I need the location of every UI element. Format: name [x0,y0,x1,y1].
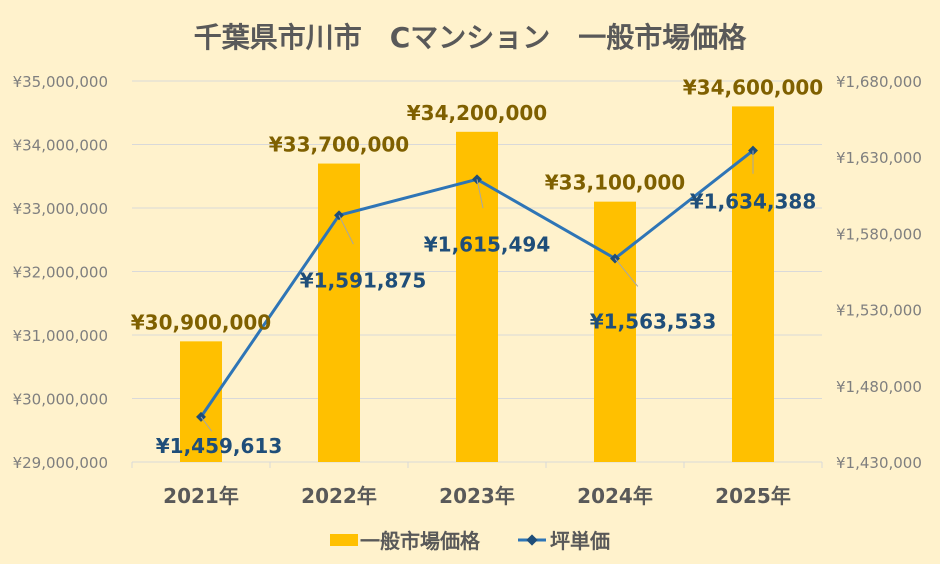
leader-line [338,215,354,245]
legend-swatch-bar [330,534,358,546]
legend-marker [526,534,538,546]
left-axis-tick-label: ¥30,000,000 [13,391,108,409]
bar-data-label: ¥33,100,000 [545,171,685,195]
line-data-label: ¥1,563,533 [590,309,717,333]
bar-data-label: ¥34,600,000 [683,75,823,99]
legend-label-bar: 一般市場価格 [360,529,481,553]
line-data-label: ¥1,634,388 [690,190,817,214]
right-axis-tick-label: ¥1,630,000 [836,149,922,167]
left-axis-tick-label: ¥32,000,000 [13,264,108,282]
x-axis-category-label: 2021年 [163,484,239,508]
bar [180,341,222,462]
line-data-label: ¥1,615,494 [424,232,551,256]
line-data-label: ¥1,591,875 [300,268,427,292]
leader-line [476,179,484,209]
left-axis-tick-label: ¥34,000,000 [13,137,108,155]
x-axis-category-label: 2023年 [439,484,515,508]
bar-data-label: ¥34,200,000 [407,101,547,125]
right-axis-tick-label: ¥1,530,000 [836,302,922,320]
bar-data-label: ¥33,700,000 [269,133,409,157]
legend: 一般市場価格 坪単価 [330,529,610,553]
right-axis-tick-label: ¥1,680,000 [836,73,922,91]
right-axis-tick-label: ¥1,480,000 [836,378,922,396]
x-axis-category-label: 2025年 [715,484,791,508]
left-axis-tick-label: ¥31,000,000 [13,327,108,345]
bar [318,163,360,463]
bar-data-label: ¥30,900,000 [131,310,271,334]
bar [594,201,636,462]
left-axis-tick-label: ¥35,000,000 [13,73,108,91]
leader-line [200,416,213,432]
right-axis-tick-label: ¥1,580,000 [836,225,922,243]
line-data-label: ¥1,459,613 [156,434,283,458]
x-axis-category-label: 2024年 [577,484,653,508]
legend-label-line: 坪単価 [550,529,610,553]
left-axis-tick-label: ¥29,000,000 [13,454,108,472]
x-axis-category-label: 2022年 [301,484,377,508]
chart-title: 千葉県市川市 Cマンション 一般市場価格 [194,21,748,54]
right-axis-tick-label: ¥1,430,000 [836,454,922,472]
leader-line [614,258,639,287]
left-axis-tick-label: ¥33,000,000 [13,200,108,218]
